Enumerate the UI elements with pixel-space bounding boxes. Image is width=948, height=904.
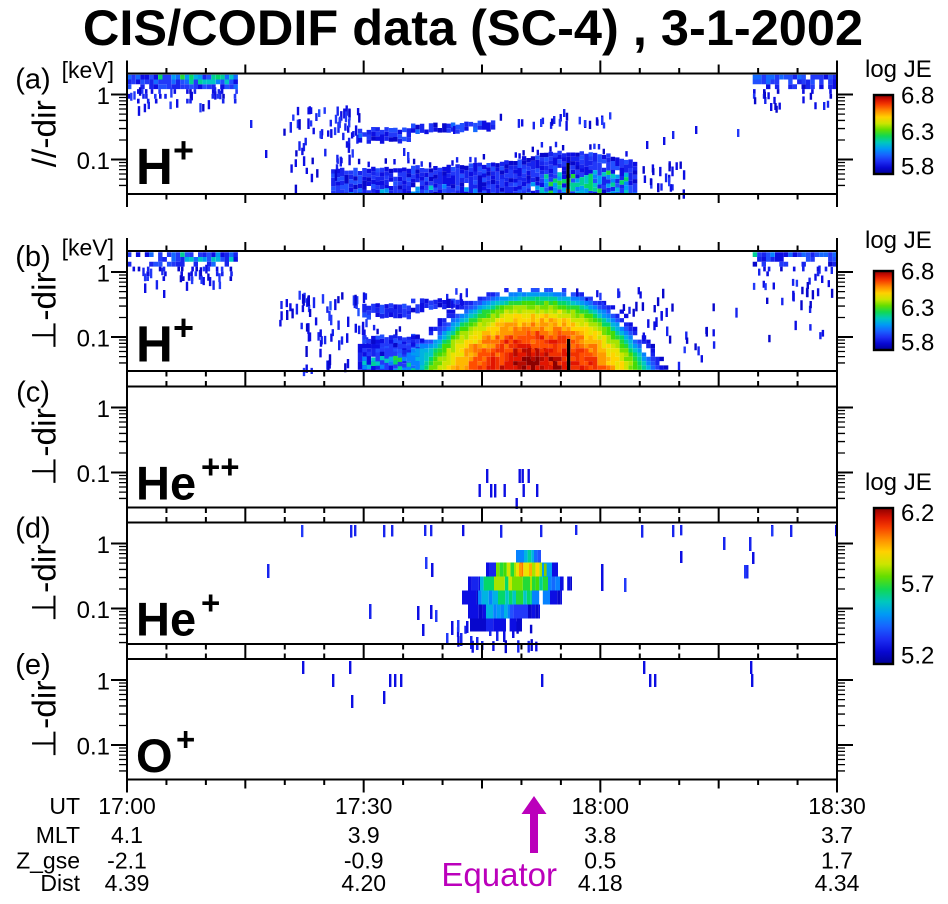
svg-text:He: He <box>136 593 196 646</box>
svg-text:3.8: 3.8 <box>584 822 616 848</box>
svg-text:+: + <box>201 584 220 621</box>
svg-text:log JE: log JE <box>865 469 932 496</box>
svg-text:3.9: 3.9 <box>348 822 380 848</box>
svg-text:(a): (a) <box>15 64 50 96</box>
svg-text:5.2: 5.2 <box>901 643 934 670</box>
svg-text:⊥-dir: ⊥-dir <box>27 272 64 350</box>
svg-text:-2.1: -2.1 <box>107 848 147 874</box>
svg-text:O: O <box>136 729 173 782</box>
svg-text:4.20: 4.20 <box>341 870 386 896</box>
svg-text://-dir: //-dir <box>27 100 64 167</box>
svg-text:[keV]: [keV] <box>62 235 114 261</box>
svg-text:18:30: 18:30 <box>808 793 866 819</box>
svg-text:0.1: 0.1 <box>77 734 110 761</box>
svg-text:3.7: 3.7 <box>821 822 853 848</box>
svg-text:H: H <box>136 316 173 373</box>
svg-text:6.8: 6.8 <box>901 259 934 286</box>
svg-text:-0.9: -0.9 <box>344 848 384 874</box>
svg-text:⊥-dir: ⊥-dir <box>27 408 64 486</box>
svg-text:5.7: 5.7 <box>901 571 934 598</box>
svg-text:H: H <box>136 138 173 195</box>
svg-text:1: 1 <box>97 83 110 110</box>
svg-text:(c): (c) <box>16 377 50 409</box>
svg-text:+: + <box>176 721 195 758</box>
svg-text:0.1: 0.1 <box>77 461 110 488</box>
svg-text:Z_gse: Z_gse <box>16 848 80 874</box>
svg-text:17:30: 17:30 <box>335 793 393 819</box>
svg-text:6.8: 6.8 <box>901 83 934 110</box>
svg-text:4.34: 4.34 <box>815 870 860 896</box>
svg-text:1: 1 <box>97 261 110 288</box>
svg-text:[keV]: [keV] <box>62 57 114 83</box>
svg-text:0.5: 0.5 <box>584 848 616 874</box>
svg-text:(b): (b) <box>15 241 50 273</box>
svg-text:4.39: 4.39 <box>105 870 150 896</box>
svg-text:1: 1 <box>97 669 110 696</box>
svg-text:(d): (d) <box>15 513 50 545</box>
svg-text:log JE: log JE <box>865 227 932 254</box>
svg-text:0.1: 0.1 <box>77 326 110 353</box>
svg-text:4.1: 4.1 <box>111 822 143 848</box>
svg-text:1: 1 <box>97 532 110 559</box>
svg-text:5.8: 5.8 <box>901 154 934 181</box>
svg-text:0.1: 0.1 <box>77 597 110 624</box>
svg-text:Equator: Equator <box>441 856 557 893</box>
svg-text:He: He <box>136 457 196 510</box>
svg-text:5.8: 5.8 <box>901 330 934 357</box>
svg-text:6.3: 6.3 <box>901 295 934 322</box>
svg-text:log JE: log JE <box>865 56 932 83</box>
svg-text:4.18: 4.18 <box>578 870 623 896</box>
svg-text:+: + <box>173 130 194 171</box>
svg-text:0.1: 0.1 <box>77 148 110 175</box>
svg-text:CIS/CODIF data (SC-4) , 3-1-20: CIS/CODIF data (SC-4) , 3-1-2002 <box>83 0 863 56</box>
svg-text:⊥-dir: ⊥-dir <box>27 544 64 622</box>
svg-text:Dist: Dist <box>40 870 80 896</box>
svg-text:⊥-dir: ⊥-dir <box>27 680 64 758</box>
svg-text:UT: UT <box>49 793 80 819</box>
svg-text:17:00: 17:00 <box>98 793 156 819</box>
svg-text:MLT: MLT <box>36 822 80 848</box>
svg-text:++: ++ <box>201 448 240 485</box>
svg-text:+: + <box>173 307 194 348</box>
svg-text:(e): (e) <box>15 649 50 681</box>
svg-text:6.3: 6.3 <box>901 119 934 146</box>
svg-text:6.2: 6.2 <box>901 500 934 527</box>
svg-text:1.7: 1.7 <box>821 848 853 874</box>
svg-text:18:00: 18:00 <box>572 793 630 819</box>
svg-text:1: 1 <box>97 396 110 423</box>
